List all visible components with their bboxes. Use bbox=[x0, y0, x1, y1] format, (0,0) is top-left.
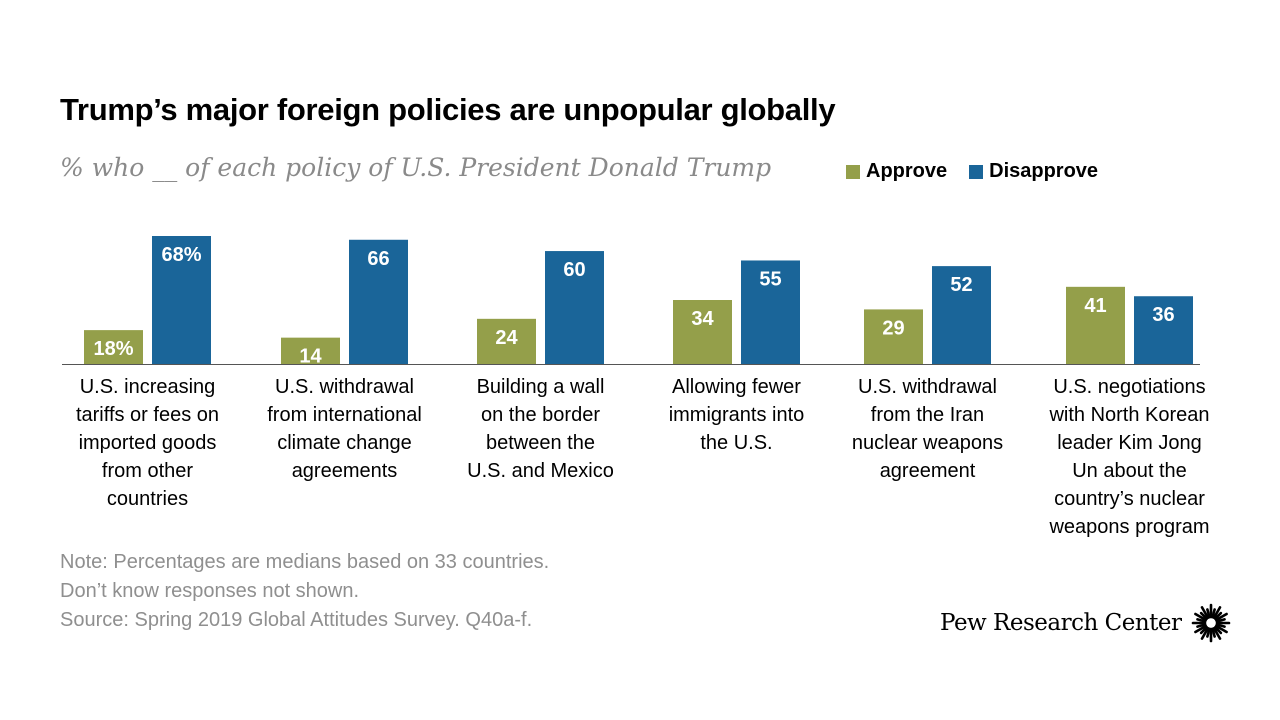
data-label-approve-6: 41 bbox=[1084, 295, 1106, 317]
bar-approve-5 bbox=[864, 309, 923, 364]
category-label-6: U.S. negotiations with North Korean lead… bbox=[1049, 376, 1210, 538]
chart-legend: Approve Disapprove bbox=[846, 160, 1120, 183]
bar-disapprove-2 bbox=[349, 239, 408, 364]
brand-name: Pew Research Center bbox=[940, 610, 1182, 636]
source-line: Source: Spring 2019 Global Attitudes Sur… bbox=[60, 609, 533, 631]
category-label-5: U.S. withdrawal from the Iran nuclear we… bbox=[851, 376, 1004, 482]
data-label-approve-2: 14 bbox=[299, 346, 322, 368]
sunburst-ray bbox=[1211, 608, 1217, 619]
sunburst-ray bbox=[1200, 611, 1209, 621]
legend-swatch-disapprove bbox=[969, 164, 984, 179]
pew-brand: Pew Research Center bbox=[940, 603, 1231, 643]
data-label-approve-3: 24 bbox=[495, 327, 518, 349]
note-line-1: Note: Percentages are medians based on 3… bbox=[60, 551, 550, 573]
sunburst-ray bbox=[1194, 612, 1208, 622]
category-label-4: Allowing fewer immigrants into the U.S. bbox=[668, 376, 805, 454]
bar-disapprove-5 bbox=[932, 266, 991, 364]
sunburst-ray bbox=[1213, 606, 1222, 620]
chart-notes: Note: Percentages are medians based on 3… bbox=[60, 548, 549, 635]
sunburst-ray bbox=[1214, 611, 1223, 621]
sunburst-ray bbox=[1215, 624, 1229, 634]
sunburst-ray bbox=[1201, 626, 1210, 640]
sunburst-ray bbox=[1213, 626, 1222, 640]
bar-disapprove-3 bbox=[545, 251, 604, 364]
note-line-2: Don’t know responses not shown. bbox=[60, 580, 360, 602]
legend-label-approve: Approve bbox=[866, 160, 948, 182]
sunburst-ray bbox=[1196, 623, 1207, 628]
bar-approve-4 bbox=[673, 300, 732, 364]
sunburst-ray bbox=[1211, 627, 1217, 638]
bar-disapprove-4 bbox=[741, 260, 800, 364]
data-label-disapprove-2: 66 bbox=[367, 248, 389, 270]
category-label-3: Building a wall on the border between th… bbox=[467, 376, 614, 482]
data-label-disapprove-4: 55 bbox=[759, 268, 781, 290]
sunburst-ray bbox=[1215, 623, 1227, 628]
chart-subtitle: % who __ of each policy of U.S. Presiden… bbox=[60, 153, 772, 182]
sunburst-ray bbox=[1201, 606, 1210, 620]
bar-approve-3 bbox=[477, 318, 536, 364]
sunburst-ray bbox=[1215, 612, 1229, 622]
legend-item-disapprove: Disapprove bbox=[969, 160, 1098, 183]
category-label-2: U.S. withdrawal from international clima… bbox=[267, 376, 422, 482]
bar-disapprove-1 bbox=[152, 236, 211, 364]
bar-disapprove-6 bbox=[1134, 296, 1193, 364]
sunburst-ray bbox=[1194, 624, 1208, 634]
bar-approve-6 bbox=[1066, 286, 1125, 364]
sunburst-ray bbox=[1214, 625, 1223, 635]
sunburst-ray bbox=[1206, 627, 1212, 638]
sunburst-ray bbox=[1215, 618, 1227, 623]
data-label-disapprove-5: 52 bbox=[950, 274, 972, 296]
bar-approve-2 bbox=[281, 337, 340, 364]
pew-sunburst-icon bbox=[1192, 603, 1231, 643]
data-label-approve-5: 29 bbox=[882, 317, 904, 339]
data-label-approve-4: 34 bbox=[691, 308, 714, 330]
sunburst-ray bbox=[1206, 608, 1212, 619]
data-label-disapprove-1: 68% bbox=[161, 244, 201, 266]
legend-swatch-approve bbox=[846, 164, 860, 179]
bar-approve-1 bbox=[84, 330, 143, 364]
chart-title: Trump’s major foreign policies are unpop… bbox=[60, 92, 836, 127]
category-label-1: U.S. increasing tariffs or fees on impor… bbox=[75, 376, 220, 510]
sunburst-ray bbox=[1196, 618, 1207, 623]
data-label-disapprove-6: 36 bbox=[1152, 304, 1174, 326]
sunburst-ray bbox=[1200, 625, 1209, 635]
legend-label-disapprove: Disapprove bbox=[989, 160, 1099, 182]
legend-item-approve: Approve bbox=[846, 160, 947, 183]
data-label-approve-1: 18% bbox=[93, 338, 133, 360]
data-label-disapprove-3: 60 bbox=[563, 259, 585, 281]
